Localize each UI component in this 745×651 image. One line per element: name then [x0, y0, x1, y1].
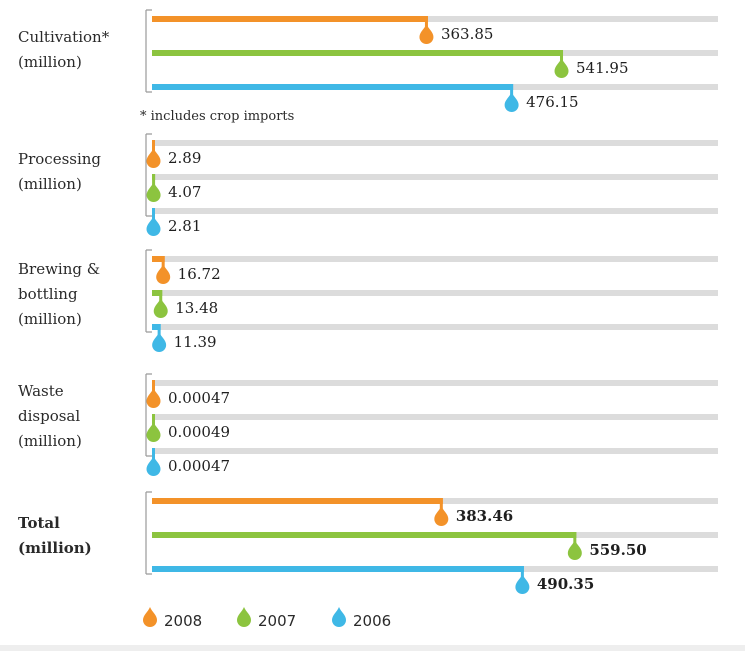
droplet-marker — [504, 92, 519, 113]
group-bracket — [145, 373, 152, 457]
droplet-marker — [146, 216, 161, 236]
bar — [152, 566, 524, 572]
bar-group: Brewing & bottling (million) 16.72 13.48 11.3… — [18, 249, 718, 353]
bar-group: Processing (million) 2.89 4.07 2.81 — [18, 133, 718, 236]
bar-drop-stem — [520, 566, 524, 579]
category-label: Total — [18, 514, 60, 532]
bar-track — [152, 414, 718, 420]
group-bracket — [145, 249, 152, 333]
data-label: 559.50 — [589, 541, 646, 559]
category-label: Brewing & — [18, 260, 100, 278]
group-bracket — [145, 9, 152, 93]
data-label: 541.95 — [576, 59, 629, 77]
bar-drop-stem — [152, 208, 155, 221]
bar — [152, 84, 514, 90]
droplet-marker — [152, 332, 167, 353]
droplet-marker — [146, 422, 161, 443]
bar-drop-stem — [152, 414, 155, 427]
bar-track — [152, 16, 718, 22]
bar-drop-stem — [152, 448, 155, 461]
bar — [152, 290, 163, 296]
droplet-marker — [515, 574, 530, 594]
data-label: 2.81 — [168, 217, 201, 235]
category-label: Cultivation* — [18, 28, 110, 46]
legend: 2008 2007 2006 — [143, 607, 391, 630]
bar — [152, 498, 443, 504]
category-label: (million) — [18, 310, 82, 328]
data-label: 0.00049 — [168, 423, 230, 441]
data-label: 0.00047 — [168, 457, 230, 475]
droplet-marker — [146, 148, 161, 169]
bar-drop-stem — [157, 324, 161, 337]
category-label: (million) — [18, 432, 82, 450]
bar-track — [152, 380, 718, 386]
group-bracket — [145, 133, 152, 217]
droplet-marker — [434, 506, 449, 526]
bar-group: Waste disposal (million) 0.00047 0.00049 0.00… — [18, 373, 718, 476]
droplet-icon — [332, 607, 346, 627]
droplet-marker — [146, 456, 161, 476]
bar — [152, 50, 564, 56]
bar-track — [152, 324, 718, 330]
bottom-divider — [0, 645, 745, 651]
category-label: (million) — [18, 53, 82, 71]
category-label: bottling — [18, 285, 78, 303]
droplet-icon — [237, 607, 251, 627]
data-label: 0.00047 — [168, 389, 230, 407]
bar-group: Total (million) 383.46 559.50 490.35 — [18, 491, 718, 594]
bar-drop-stem — [152, 174, 156, 187]
legend-label: 2006 — [353, 612, 391, 630]
bar-track — [152, 290, 718, 296]
bar-group: Cultivation* (million) * includes crop imp… — [18, 9, 718, 124]
legend-label: 2008 — [164, 612, 202, 630]
bar-drop-stem — [510, 84, 514, 97]
data-label: 11.39 — [174, 333, 217, 351]
data-label: 4.07 — [168, 183, 201, 201]
data-label: 16.72 — [178, 265, 221, 283]
droplet-icon — [143, 607, 157, 627]
data-label: 363.85 — [441, 25, 494, 43]
bar-track — [152, 174, 718, 180]
data-label: 490.35 — [537, 575, 594, 593]
bar-drop-stem — [152, 140, 155, 153]
bar-track — [152, 448, 718, 454]
footnote: * includes crop imports — [140, 109, 294, 124]
bar-drop-stem — [573, 532, 577, 545]
bar-track — [152, 208, 718, 214]
bar — [152, 16, 428, 22]
bar-drop-stem — [424, 16, 428, 29]
group-bracket — [145, 491, 152, 575]
bar-drop-stem — [152, 380, 155, 393]
droplet-marker — [146, 388, 161, 409]
data-label: 13.48 — [175, 299, 218, 317]
bar — [152, 256, 165, 262]
droplet-marker — [153, 298, 168, 318]
data-label: 2.89 — [168, 149, 201, 167]
bar-drop-stem — [560, 50, 564, 63]
bar-drop-stem — [439, 498, 443, 511]
data-label: 476.15 — [526, 93, 579, 111]
droplet-marker — [156, 264, 171, 284]
bar — [152, 324, 161, 330]
data-label: 383.46 — [456, 507, 513, 525]
bar-drop-stem — [161, 256, 165, 269]
bar-track — [152, 256, 718, 262]
bar-drop-stem — [159, 290, 163, 303]
category-label: (million) — [18, 539, 92, 557]
droplet-marker — [419, 24, 434, 45]
category-label: Waste — [18, 382, 64, 400]
category-label: disposal — [18, 407, 80, 425]
droplet-marker — [554, 58, 569, 78]
bar-track — [152, 140, 718, 146]
legend-label: 2007 — [258, 612, 296, 630]
category-label: Processing — [18, 150, 101, 168]
droplet-marker — [146, 182, 161, 202]
droplet-marker — [567, 540, 582, 560]
bar — [152, 532, 577, 538]
category-label: (million) — [18, 175, 82, 193]
